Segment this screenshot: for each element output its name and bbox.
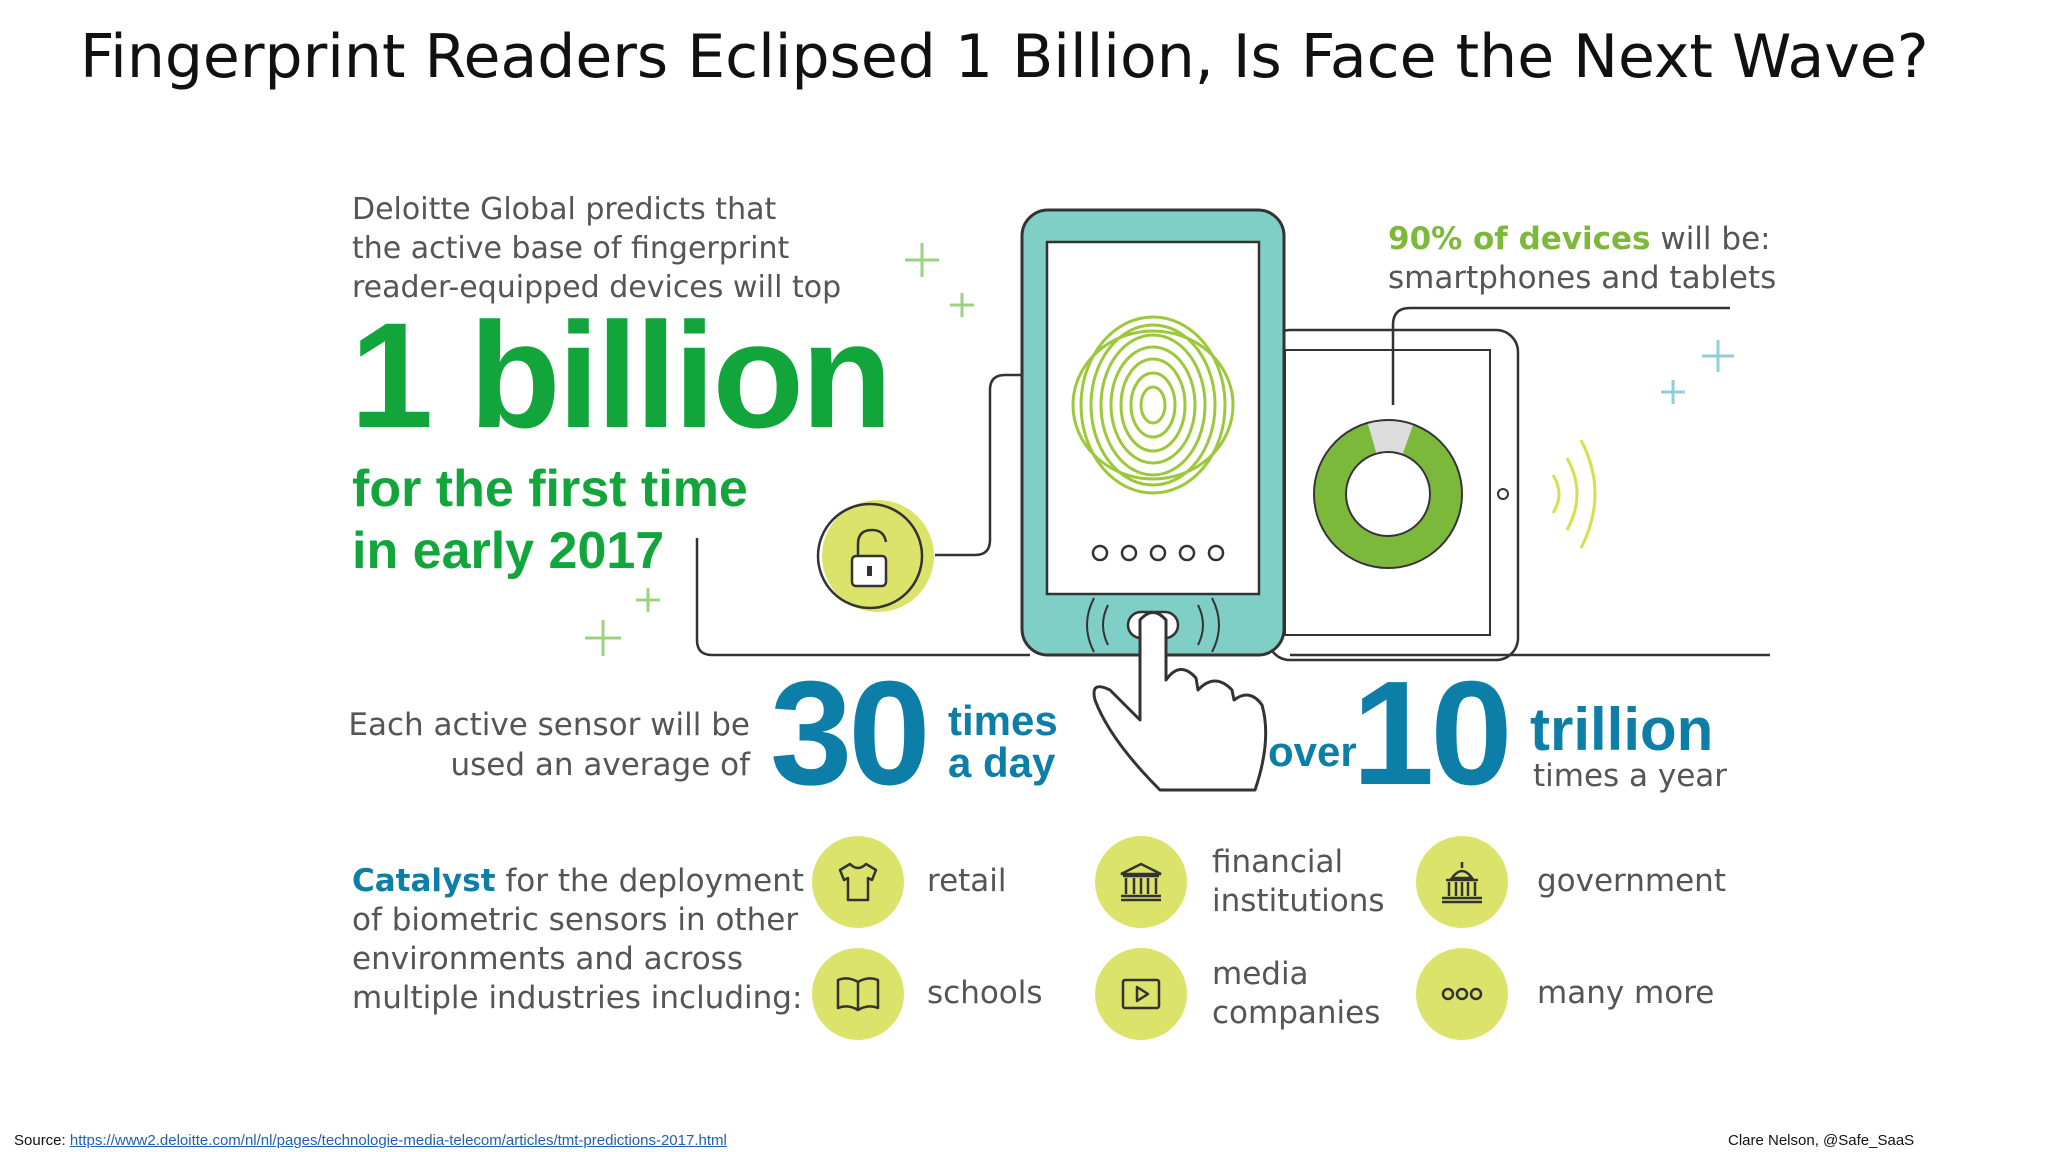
industry-label-line: many more — [1537, 975, 1715, 1011]
times-line: times — [948, 697, 1058, 744]
sensor-line: used an average of — [450, 747, 750, 783]
wireless-signal-icon — [1551, 439, 1597, 549]
first-time-line: for the first time — [352, 460, 748, 518]
industry-label-line: media — [1212, 956, 1309, 992]
catalyst-text: Catalyst for the deployment of biometric… — [352, 862, 804, 1018]
slide-title: Fingerprint Readers Eclipsed 1 Billion, … — [80, 22, 1929, 92]
screen-dot — [1120, 544, 1138, 562]
first-time-line: in early 2017 — [352, 522, 665, 580]
fingerprint-graphic — [1071, 315, 1235, 495]
catalyst-line: environments and across — [352, 941, 743, 977]
screen-dot — [1207, 544, 1225, 562]
hand-graphic — [1092, 611, 1268, 792]
industry-label-line: government — [1537, 863, 1726, 899]
times-line: a day — [948, 739, 1056, 786]
source-link[interactable]: https://www2.deloitte.com/nl/nl/pages/te… — [69, 1132, 727, 1149]
capitol-icon — [1416, 836, 1508, 928]
industry-label-financial: financial institutions — [1212, 843, 1385, 921]
industry-label-schools: schools — [927, 974, 1043, 1013]
catalyst-line: Catalyst for the deployment — [352, 862, 804, 901]
yearly-number: 10 — [1352, 651, 1513, 816]
catalyst-line: multiple industries including: — [352, 980, 803, 1016]
first-time-text: for the first time in early 2017 — [352, 458, 748, 582]
catalyst-rest: for the deployment — [495, 863, 805, 899]
source-citation: Source: https://www2.deloitte.com/nl/nl/… — [14, 1132, 727, 1149]
device-share-line2: smartphones and tablets — [1388, 260, 1777, 296]
industry-label-retail: retail — [927, 862, 1007, 901]
industry-label-line: institutions — [1212, 883, 1385, 919]
catalyst-word: Catalyst — [352, 863, 496, 899]
intro-line: the active base of fingerprint — [352, 231, 790, 266]
device-share-text: 90% of devices will be: smartphones and … — [1388, 220, 1776, 298]
industry-label-line: retail — [927, 863, 1007, 899]
industry-label-line: schools — [927, 975, 1043, 1011]
catalyst-line: of biometric sensors in other — [352, 902, 799, 938]
intro-line: reader-equipped devices will top — [352, 270, 842, 305]
donut-chart — [1313, 419, 1463, 569]
play-icon — [1095, 948, 1187, 1040]
device-share-line: 90% of devices will be: — [1388, 220, 1776, 259]
device-share-rest: will be: — [1650, 221, 1771, 257]
phone-illustration — [1020, 208, 1286, 792]
screen-dot — [1178, 544, 1196, 562]
lock-icon — [816, 500, 934, 612]
industry-label-line: companies — [1212, 995, 1381, 1031]
industry-label-media: media companies — [1212, 955, 1380, 1033]
tshirt-icon — [812, 836, 904, 928]
book-icon — [812, 948, 904, 1040]
author-credit: Clare Nelson, @Safe_SaaS — [1728, 1132, 1915, 1149]
intro-text: Deloitte Global predicts that the active… — [352, 190, 841, 307]
over-label: over — [1268, 728, 1357, 775]
plus-decoration — [585, 243, 1734, 656]
dots-icon — [1416, 948, 1508, 1040]
device-share-highlight: 90% of devices — [1388, 221, 1651, 257]
big-number-billion: 1 billion — [350, 291, 893, 459]
bank-icon — [1095, 836, 1187, 928]
uses-per-day-number: 30 — [770, 651, 931, 816]
screen-dot — [1149, 544, 1167, 562]
screen-dot — [1091, 544, 1109, 562]
trillion-label: trillion — [1530, 696, 1714, 763]
sensor-line: Each active sensor will be — [348, 707, 750, 743]
intro-line: Deloitte Global predicts that — [352, 192, 777, 227]
times-a-year-label: times a year — [1533, 758, 1728, 794]
industry-label-line: financial — [1212, 844, 1344, 880]
industry-label-many-more: many more — [1537, 974, 1714, 1013]
times-a-day-label: times a day — [948, 700, 1058, 784]
industry-label-government: government — [1537, 862, 1726, 901]
sensor-usage-text: Each active sensor will be used an avera… — [348, 705, 750, 785]
source-label: Source: — [14, 1132, 70, 1149]
